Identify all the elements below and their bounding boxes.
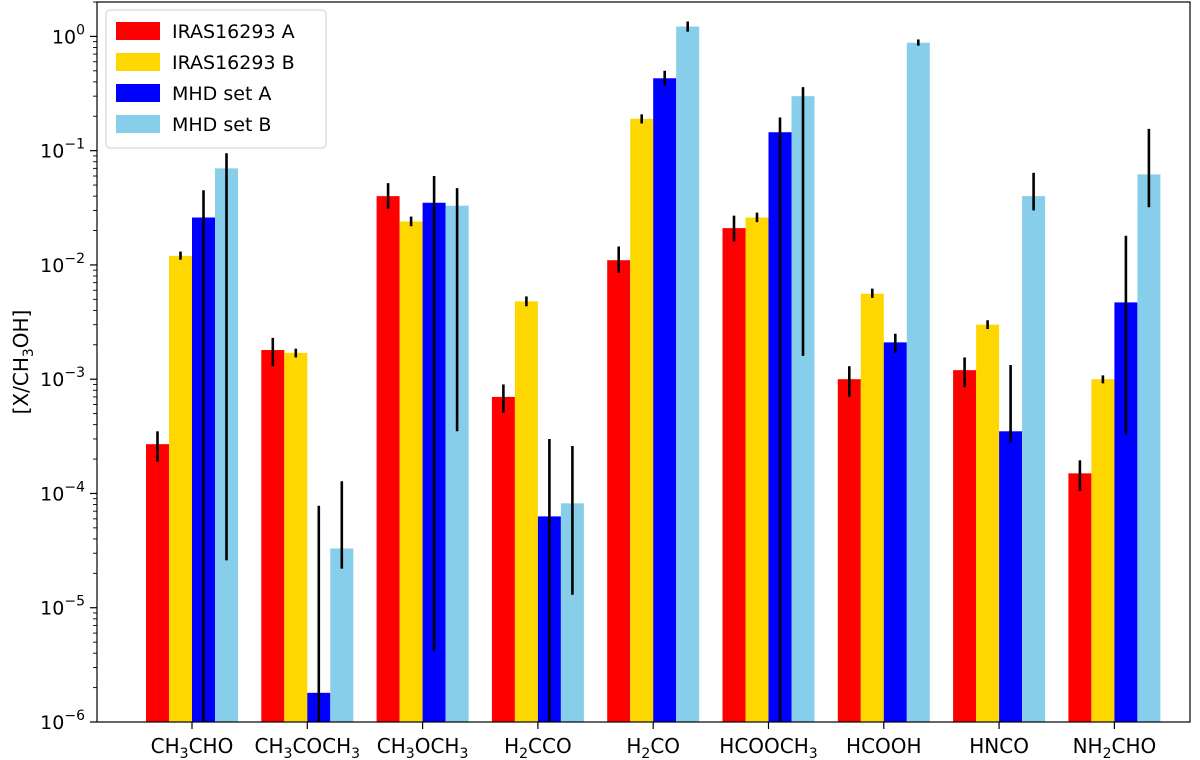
bar-2-4 — [653, 78, 677, 722]
bar-3-4 — [676, 26, 700, 722]
bar-1-3 — [514, 301, 538, 722]
bar-1-2 — [399, 221, 423, 722]
bar-3-6 — [906, 42, 930, 723]
x-tick-label-7: HNCO — [969, 734, 1029, 758]
legend-swatch-1 — [116, 53, 160, 71]
bar-1-7 — [976, 324, 1000, 722]
x-tick-label-3: H2CCO — [504, 734, 572, 760]
x-tick-label-6: HCOOH — [846, 734, 922, 758]
bar-0-0 — [146, 444, 169, 722]
y-tick-label-0: 10−6 — [40, 708, 85, 734]
axes-layer: 10−6 10−5 10−4 10−3 10−2 10−1 100 CH3CHO CH3COCH… — [9, 1, 1191, 760]
bar-0-5 — [722, 228, 746, 722]
bar-0-6 — [837, 379, 861, 722]
x-tick-label-8: NH2CHO — [1073, 734, 1157, 760]
bar-0-3 — [491, 396, 515, 722]
x-tick-label-5: HCOOCH3 — [719, 734, 817, 760]
bar-2-8 — [1114, 302, 1138, 722]
bar-1-4 — [630, 118, 654, 722]
y-tick-label-1: 10−5 — [40, 594, 85, 620]
bar-3-5 — [791, 96, 815, 722]
bar-3-3 — [560, 503, 584, 722]
x-tick-label-4: H2CO — [626, 734, 680, 760]
legend-swatch-3 — [116, 115, 160, 133]
legend-label-0: IRAS16293 A — [172, 21, 295, 43]
x-tick-label-1: CH3COCH3 — [255, 734, 361, 760]
x-tick-label-2: CH3OCH3 — [377, 734, 469, 760]
bar-2-6 — [883, 342, 907, 722]
bar-0-8 — [1068, 473, 1092, 722]
legend: IRAS16293 A IRAS16293 B MHD set A MHD set B — [105, 9, 327, 149]
bar-1-1 — [284, 352, 308, 722]
y-tick-label-6: 100 — [52, 22, 85, 48]
legend-label-2: MHD set A — [172, 83, 271, 105]
bar-1-6 — [860, 293, 884, 722]
bar-1-5 — [745, 217, 769, 722]
bar-1-0 — [169, 255, 192, 722]
legend-label-1: IRAS16293 B — [172, 52, 295, 74]
x-tick-label-0: CH3CHO — [151, 734, 234, 760]
plot-frame — [96, 1, 1191, 723]
bars-layer — [146, 26, 1161, 723]
bar-2-7 — [999, 431, 1023, 722]
bar-3-2 — [445, 205, 469, 723]
legend-swatch-0 — [116, 22, 160, 40]
bar-0-4 — [607, 260, 631, 722]
bar-0-1 — [261, 350, 285, 722]
bar-3-7 — [1022, 196, 1046, 723]
error-bars-layer — [156, 21, 1151, 722]
legend-box — [105, 9, 327, 149]
legend-swatch-2 — [116, 84, 160, 102]
y-tick-label-5: 10−1 — [40, 137, 85, 163]
y-axis-label: [X/CH3OH] — [9, 310, 37, 415]
bar-0-7 — [953, 370, 977, 722]
bar-1-8 — [1091, 379, 1115, 722]
y-tick-label-4: 10−2 — [40, 251, 85, 277]
y-tick-label-2: 10−4 — [40, 479, 85, 505]
legend-label-3: MHD set B — [172, 114, 271, 136]
y-tick-label-3: 10−3 — [40, 365, 85, 391]
bar-3-1 — [330, 548, 354, 722]
bar-0-2 — [376, 196, 400, 723]
bar-3-8 — [1137, 174, 1161, 722]
